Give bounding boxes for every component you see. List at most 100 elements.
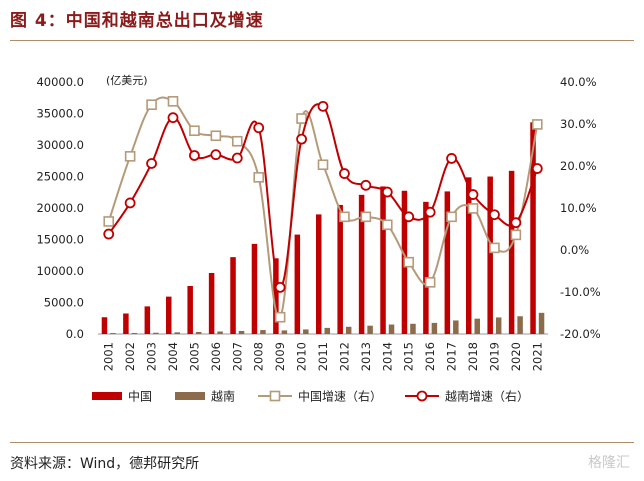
left-tick-label: 35000.0 bbox=[36, 107, 84, 121]
vietnam-growth-marker bbox=[446, 153, 457, 164]
china-growth-marker bbox=[146, 99, 157, 110]
china-growth-marker bbox=[296, 113, 307, 124]
left-tick-label: 10000.0 bbox=[36, 264, 84, 278]
vietnam-growth-marker bbox=[510, 217, 522, 229]
x-tick-label: 2002 bbox=[123, 342, 137, 371]
x-tick-label: 2003 bbox=[145, 342, 159, 371]
vietnam-growth-marker bbox=[253, 122, 265, 134]
bar-china bbox=[251, 243, 258, 334]
china-growth-marker bbox=[103, 216, 115, 227]
bar-vietnam bbox=[110, 333, 116, 334]
legend-swatch bbox=[175, 392, 205, 400]
bar-vietnam bbox=[431, 322, 438, 334]
bar-china bbox=[466, 177, 472, 334]
legend-marker bbox=[416, 390, 428, 402]
legend-item: 中国增速（右） bbox=[258, 389, 382, 404]
bar-china bbox=[530, 122, 536, 334]
legend-item: 越南增速（右） bbox=[405, 389, 529, 404]
watermark: 格隆汇 bbox=[588, 455, 630, 471]
vietnam-growth-marker bbox=[210, 149, 222, 161]
china-growth-marker bbox=[489, 242, 500, 254]
left-tick-label: 30000.0 bbox=[36, 138, 84, 152]
bar-china bbox=[273, 258, 279, 334]
right-axis: -20.0% -10.0% 0.0% 10.0% 20.0% 30.0% 40.0% bbox=[560, 75, 601, 341]
footer-divider bbox=[10, 442, 634, 443]
vietnam-growth-marker bbox=[467, 189, 479, 200]
left-tick-label: 0.0 bbox=[66, 327, 84, 341]
legend-swatch bbox=[92, 392, 122, 400]
bar-vietnam bbox=[345, 326, 352, 334]
x-tick-label: 2013 bbox=[359, 342, 373, 371]
bar-china bbox=[294, 234, 301, 334]
legend-item: 越南 bbox=[175, 389, 235, 404]
bar-china bbox=[123, 313, 129, 334]
bar-vietnam bbox=[538, 312, 545, 334]
legend-item: 中国 bbox=[92, 389, 152, 404]
x-tick-label: 2012 bbox=[337, 342, 351, 371]
china-growth-marker bbox=[446, 211, 457, 223]
vietnam-growth-marker bbox=[189, 150, 200, 161]
left-tick-label: 25000.0 bbox=[36, 170, 84, 184]
vietnam-growth-marker bbox=[339, 168, 350, 179]
vietnam-growth-marker bbox=[424, 206, 436, 218]
bar-china bbox=[358, 194, 365, 334]
china-growth-marker bbox=[424, 277, 436, 288]
legend-label: 中国增速（右） bbox=[298, 389, 382, 404]
china-growth-marker bbox=[339, 211, 350, 223]
right-tick-label: 10.0% bbox=[560, 201, 597, 215]
x-tick-label: 2017 bbox=[445, 342, 459, 371]
x-tick-label: 2010 bbox=[295, 342, 309, 371]
left-tick-label: 5000.0 bbox=[44, 296, 84, 310]
bar-china bbox=[316, 214, 322, 334]
right-tick-label: -20.0% bbox=[560, 327, 601, 341]
bar-vietnam bbox=[131, 332, 138, 334]
vietnam-growth-marker bbox=[489, 209, 500, 221]
x-tick-label: 2019 bbox=[487, 342, 501, 371]
bar-china bbox=[444, 191, 451, 334]
china-growth-marker bbox=[360, 211, 372, 223]
x-tick-label: 2021 bbox=[530, 342, 544, 371]
right-tick-label: -10.0% bbox=[560, 285, 601, 299]
vietnam-growth-marker bbox=[360, 179, 372, 191]
x-tick-label: 2001 bbox=[102, 342, 116, 371]
bar-china bbox=[230, 257, 236, 334]
x-tick-label: 2007 bbox=[230, 342, 244, 371]
page-title: 图 4：中国和越南总出口及增速 bbox=[10, 11, 264, 31]
china-growth-line bbox=[107, 96, 539, 319]
legend-label: 越南 bbox=[211, 389, 235, 404]
x-axis: 2001 2002 2003 2004 2005 2006 2007 2008 2009 2010… bbox=[102, 342, 545, 371]
x-tick-label: 2020 bbox=[509, 342, 523, 371]
left-tick-label: 20000.0 bbox=[36, 201, 84, 215]
x-tick-label: 2009 bbox=[273, 342, 287, 371]
x-tick-label: 2016 bbox=[423, 342, 437, 371]
bar-vietnam bbox=[517, 316, 523, 334]
legend: 中国 越南 中国增速（右） 越南增速（右） bbox=[92, 389, 529, 404]
bar-vietnam bbox=[388, 324, 395, 334]
x-tick-label: 2005 bbox=[187, 342, 201, 371]
bar-vietnam bbox=[303, 329, 309, 334]
title-divider bbox=[10, 40, 634, 41]
vietnam-growth-marker bbox=[167, 112, 179, 124]
x-tick-label: 2018 bbox=[466, 342, 480, 371]
bar-vietnam bbox=[474, 318, 480, 334]
x-tick-label: 2011 bbox=[316, 342, 330, 371]
bar-china bbox=[337, 204, 343, 334]
china-growth-marker bbox=[231, 135, 243, 147]
x-tick-label: 2004 bbox=[166, 342, 180, 371]
bar-vietnam bbox=[281, 330, 288, 334]
bar-china bbox=[380, 186, 386, 334]
source-note: 资料来源：Wind，德邦研究所 bbox=[10, 456, 200, 472]
china-growth-marker bbox=[510, 229, 522, 241]
x-tick-label: 2006 bbox=[209, 342, 223, 371]
chart: 0.0 5000.0 10000.0 15000.0 20000.0 25000.0 300… bbox=[36, 74, 601, 404]
line-series bbox=[103, 96, 543, 323]
bar-vietnam bbox=[367, 325, 373, 334]
legend-label: 中国 bbox=[128, 389, 152, 404]
china-growth-marker bbox=[210, 130, 222, 142]
right-tick-label: 40.0% bbox=[560, 75, 597, 89]
china-growth-marker bbox=[124, 151, 136, 162]
bar-vietnam bbox=[495, 317, 502, 334]
x-tick-label: 2015 bbox=[402, 342, 416, 371]
bar-vietnam bbox=[453, 320, 459, 334]
bar-vietnam bbox=[410, 323, 416, 334]
